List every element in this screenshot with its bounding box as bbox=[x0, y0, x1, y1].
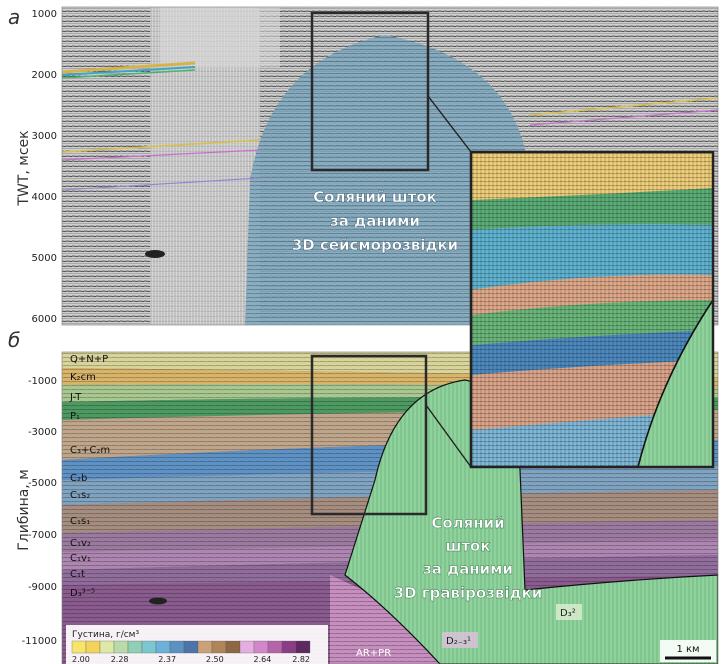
panel-b-tick: -9000 bbox=[28, 582, 57, 593]
salt-label-line: Соляний bbox=[431, 514, 504, 532]
legend-swatch bbox=[99, 640, 115, 654]
legend-swatch bbox=[295, 640, 311, 654]
panel-a-axis-title: TWT, мсек bbox=[16, 130, 32, 206]
salt-label-line: 3D сейсморозвідки bbox=[292, 236, 458, 254]
legend-value: 2.28 bbox=[111, 655, 129, 664]
legend-swatch bbox=[211, 640, 227, 654]
zoom-inset bbox=[471, 152, 713, 467]
layer-label: D₃³⁻⁵ bbox=[70, 588, 95, 599]
legend-swatch bbox=[141, 640, 157, 654]
legend-swatches bbox=[71, 640, 311, 654]
panel-a-tick: 1000 bbox=[32, 9, 57, 20]
layer-label: C₃+C₂m bbox=[70, 445, 110, 456]
panel-a-salt-label: Соляний шток за даними 3D сейсморозвідки bbox=[292, 188, 459, 254]
scale-bar: 1 км bbox=[660, 640, 716, 662]
legend-swatch bbox=[169, 640, 185, 654]
legend-swatch bbox=[239, 640, 255, 654]
salt-label-line: Соляний шток bbox=[313, 188, 437, 206]
deep-layer-labels: D₃² D₂₋₃¹ AR+PR bbox=[356, 604, 582, 659]
layer-label: K₂cm bbox=[70, 372, 96, 383]
legend-values: 2.00 2.28 2.37 2.50 2.64 2.82 bbox=[72, 655, 310, 664]
density-legend: Густина, г/см³ 2.00 2.28 2.37 2.50 2.64 2.82 bbox=[66, 625, 328, 664]
panel-b-zoom-box bbox=[310, 354, 428, 516]
panel-a-tick: 2000 bbox=[32, 70, 57, 81]
layer-label: P₁ bbox=[70, 411, 80, 422]
panel-a-tick: 3000 bbox=[32, 131, 57, 142]
deep-label: D₂₋₃¹ bbox=[446, 636, 471, 647]
layer-labels: Q+N+P K₂cm J-T P₁ C₃+C₂m C₂b C₁s₂ C₁s₁ C… bbox=[69, 354, 110, 599]
layer-label: C₁t bbox=[70, 569, 85, 580]
legend-swatch bbox=[155, 640, 171, 654]
panel-b-tick: -5000 bbox=[28, 478, 57, 489]
panel-b-tick: -11000 bbox=[22, 636, 57, 647]
panel-b-salt-label: Соляний шток за даними 3D гравірозвідки bbox=[393, 514, 543, 602]
scale-bar-label: 1 км bbox=[676, 644, 699, 655]
panel-b-letter: б bbox=[8, 328, 20, 352]
panel-a-tick: 4000 bbox=[32, 192, 57, 203]
layer-label: J-T bbox=[69, 392, 82, 403]
panel-b-ticks: -1000 -3000 -5000 -7000 -9000 -11000 bbox=[22, 376, 57, 647]
salt-label-line: за даними bbox=[330, 212, 420, 230]
deep-label: AR+PR bbox=[356, 648, 391, 659]
legend-swatch bbox=[267, 640, 283, 654]
panel-a-tick: 5000 bbox=[32, 253, 57, 264]
legend-value: 2.00 bbox=[72, 655, 90, 664]
legend-swatch bbox=[85, 640, 101, 654]
legend-swatch bbox=[113, 640, 129, 654]
legend-value: 2.64 bbox=[253, 655, 271, 664]
legend-swatch bbox=[225, 640, 241, 654]
salt-label-line: 3D гравірозвідки bbox=[394, 584, 543, 602]
panel-a-ticks: 1000 2000 3000 4000 5000 6000 bbox=[32, 9, 57, 325]
panel-a-zoom-box bbox=[310, 11, 430, 172]
panel-a-letter: а bbox=[8, 5, 20, 29]
layer-label: C₁s₂ bbox=[70, 490, 90, 501]
layer-label: C₁v₁ bbox=[70, 553, 91, 564]
salt-label-line: шток bbox=[445, 537, 490, 555]
deep-label: D₃² bbox=[560, 608, 576, 619]
panel-b-axis-title: Глибина, м bbox=[16, 469, 32, 551]
panel-b-tick: -3000 bbox=[28, 427, 57, 438]
legend-swatch bbox=[127, 640, 143, 654]
legend-swatch bbox=[253, 640, 269, 654]
layer-label: Q+N+P bbox=[70, 354, 108, 365]
panel-a-tick: 6000 bbox=[32, 314, 57, 325]
legend-swatch bbox=[281, 640, 297, 654]
legend-swatch bbox=[71, 640, 87, 654]
legend-swatch bbox=[197, 640, 213, 654]
legend-value: 2.82 bbox=[292, 655, 310, 664]
salt-dome-gravity bbox=[344, 379, 718, 664]
legend-value: 2.50 bbox=[206, 655, 224, 664]
panel-b-tick: -1000 bbox=[28, 376, 57, 387]
salt-label-line: за даними bbox=[423, 560, 513, 578]
legend-title: Густина, г/см³ bbox=[72, 630, 139, 640]
legend-swatch bbox=[183, 640, 199, 654]
panel-b-tick: -7000 bbox=[28, 530, 57, 541]
legend-value: 2.37 bbox=[158, 655, 176, 664]
layer-label: C₂b bbox=[70, 473, 87, 484]
layer-label: C₁s₁ bbox=[70, 516, 90, 527]
layer-label: C₁v₂ bbox=[70, 538, 91, 549]
